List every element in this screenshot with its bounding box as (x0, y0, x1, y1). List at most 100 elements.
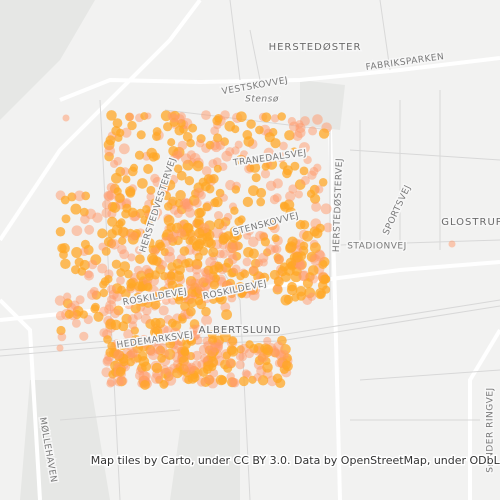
heat-point (176, 228, 187, 238)
heat-point (211, 141, 222, 153)
heat-point (101, 208, 112, 218)
heat-point (115, 193, 125, 203)
heat-point (251, 173, 261, 183)
heat-point (253, 220, 263, 230)
heat-point (285, 241, 297, 253)
heat-point (167, 280, 178, 291)
heat-point (167, 318, 177, 328)
heat-point (292, 131, 303, 141)
heat-point (142, 228, 153, 238)
heat-point (296, 291, 306, 301)
heat-point (155, 317, 166, 329)
heat-point (313, 163, 322, 172)
heat-point (321, 274, 331, 284)
heat-point (318, 178, 328, 187)
heat-point (318, 259, 328, 269)
heat-point (164, 366, 175, 377)
heat-point (79, 207, 89, 217)
heat-point (89, 286, 99, 296)
heat-point (201, 306, 211, 317)
heat-point (107, 284, 116, 294)
heat-point (230, 206, 239, 215)
heat-point (225, 358, 236, 368)
heat-point (236, 111, 247, 123)
heat-point (195, 284, 206, 295)
heat-point (119, 261, 131, 272)
heat-point (308, 126, 318, 136)
heat-point (226, 344, 237, 356)
heat-point (149, 208, 160, 218)
heat-point (146, 147, 157, 159)
heat-point (280, 202, 290, 212)
heat-point (115, 366, 126, 377)
heat-point (134, 281, 145, 292)
heat-point (173, 164, 183, 173)
heat-point (281, 360, 292, 370)
heat-point (161, 296, 171, 305)
heat-point (180, 153, 192, 164)
heat-point (61, 214, 71, 224)
heat-point (242, 196, 254, 208)
heat-point (309, 242, 321, 254)
heat-point (209, 280, 220, 290)
heat-point (140, 361, 152, 372)
heat-point (106, 379, 115, 388)
heat-point (79, 247, 89, 257)
heat-point (288, 184, 298, 194)
heat-point (309, 274, 319, 284)
heat-point (165, 338, 176, 349)
heat-point (173, 209, 183, 219)
heat-point (231, 146, 240, 155)
heat-point (232, 230, 243, 241)
heat-point (128, 321, 138, 330)
heat-point (239, 150, 249, 159)
heat-point (272, 178, 283, 189)
heat-point (184, 176, 195, 186)
heat-point (279, 141, 288, 151)
heat-point (298, 270, 309, 281)
heat-point (143, 164, 154, 174)
heat-point (240, 269, 250, 279)
heat-point (202, 364, 212, 374)
heat-point (104, 191, 115, 202)
heat-point (259, 272, 270, 283)
heat-point (123, 299, 134, 310)
heat-point (243, 136, 255, 147)
heat-point (323, 222, 333, 233)
heat-point (196, 207, 206, 218)
heat-point (79, 310, 88, 319)
heat-point (127, 120, 137, 131)
heat-point (164, 202, 173, 211)
heat-point (151, 372, 162, 384)
heat-point (70, 203, 82, 215)
heat-point (302, 230, 314, 242)
heat-point (202, 236, 214, 248)
heat-point (262, 344, 273, 356)
heat-point (181, 197, 191, 208)
heat-point (249, 162, 261, 173)
heat-point (137, 351, 148, 361)
heat-point (276, 152, 287, 163)
heat-point (121, 167, 130, 176)
heat-point (182, 340, 191, 349)
heat-point (152, 256, 162, 266)
heat-point (97, 263, 108, 274)
place-label: HERSTEDØSTER (269, 41, 362, 53)
heat-point (118, 143, 130, 155)
heat-point (248, 265, 258, 275)
heat-point (292, 251, 303, 263)
heat-point (137, 178, 148, 189)
heat-point (146, 192, 155, 201)
heat-point (225, 179, 236, 191)
place-label: ALBERTSLUND (199, 325, 282, 336)
heat-point (158, 286, 169, 297)
heat-point (129, 348, 139, 358)
heat-point (71, 247, 83, 258)
heat-point (146, 185, 156, 195)
heat-point (270, 114, 280, 123)
heat-point (123, 329, 134, 340)
heat-point (122, 175, 131, 184)
heat-point (90, 304, 100, 314)
heat-point (105, 135, 116, 146)
heat-point (210, 342, 221, 353)
